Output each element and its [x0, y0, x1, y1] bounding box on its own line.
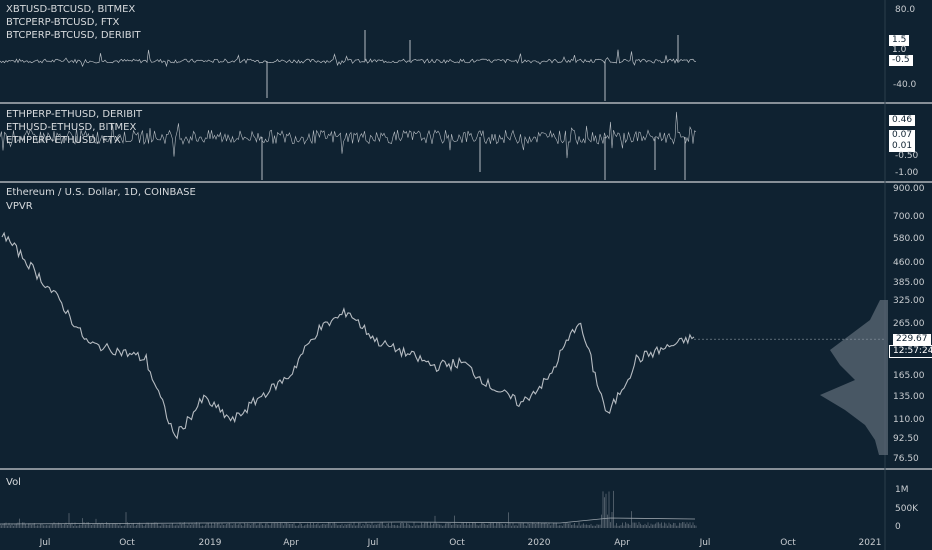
indicator-label[interactable]: VPVR [6, 201, 33, 212]
vol-axis-0: 0 [895, 522, 901, 532]
btc-legend-1: XBTUSD-BTCUSD, BITMEX [6, 4, 136, 15]
eth-price-line [1, 231, 695, 440]
vol-axis-500k: 500K [895, 504, 919, 514]
time-tick-1: Oct [119, 538, 135, 548]
vol-axis-1m: 1M [895, 485, 909, 495]
btc-axis-bottom: -40.0 [893, 80, 917, 90]
time-tick-2: 2019 [198, 538, 222, 548]
main-title: Ethereum / U.S. Dollar, 1D, COINBASE [6, 187, 196, 198]
last-price-tag: 229.67 [893, 334, 931, 345]
vpvr-profile [820, 300, 888, 455]
price-tick-6: 265.00 [893, 319, 925, 329]
price-tick-5: 325.00 [893, 296, 925, 306]
eth-axis-1: -0.50 [895, 151, 919, 161]
time-tick-6: 2020 [527, 538, 551, 548]
eth-legend-1: ETHPERP-ETHUSD, DERIBIT [6, 109, 143, 120]
eth-tag-1: 0.46 [889, 115, 916, 126]
time-tick-5: Oct [449, 538, 465, 548]
time-tick-3: Apr [283, 538, 299, 548]
price-tick-1: 700.00 [893, 212, 925, 222]
btc-tag-3: -0.5 [889, 55, 913, 66]
btc-axis-top: 80.0 [895, 5, 916, 15]
btc-tag-2: 1.0 [892, 45, 907, 55]
price-tick-8: 165.00 [893, 371, 925, 381]
time-tick-4: Jul [367, 538, 379, 548]
eth-axis-2: -1.00 [895, 168, 919, 178]
btc-basis-series [0, 49, 697, 68]
price-tick-3: 460.00 [893, 258, 925, 268]
time-tick-0: Jul [39, 538, 51, 548]
price-tick-0: 900.00 [893, 184, 925, 194]
eth-legend-3: ETHPERP-ETHUSD, FTX [6, 135, 121, 146]
btc-legend-3: BTCPERP-BTCUSD, DERIBIT [6, 30, 141, 41]
price-tick-12: 76.50 [893, 454, 919, 464]
price-tick-4: 385.00 [893, 278, 925, 288]
eth-tag-2: 0.07 [889, 130, 916, 141]
eth-tag-3: 0.01 [889, 141, 916, 152]
countdown-tag: 12:57:24 [889, 345, 932, 358]
time-tick-7: Apr [614, 538, 630, 548]
time-tick-8: Jul [699, 538, 711, 548]
price-tick-10: 110.00 [893, 415, 925, 425]
time-tick-10: 2021 [858, 538, 882, 548]
price-tick-11: 92.50 [893, 434, 919, 444]
eth-basis-series [0, 111, 697, 159]
btc-tag-1: 1.5 [889, 35, 910, 46]
price-tick-2: 580.00 [893, 234, 925, 244]
vol-title: Vol [6, 477, 21, 488]
time-tick-9: Oct [780, 538, 796, 548]
price-tick-9: 135.00 [893, 392, 925, 402]
eth-legend-2: ETHUSD-ETHUSD, BITMEX [6, 122, 137, 133]
btc-legend-2: BTCPERP-BTCUSD, FTX [6, 17, 120, 28]
vol-ma-line [0, 517, 696, 525]
